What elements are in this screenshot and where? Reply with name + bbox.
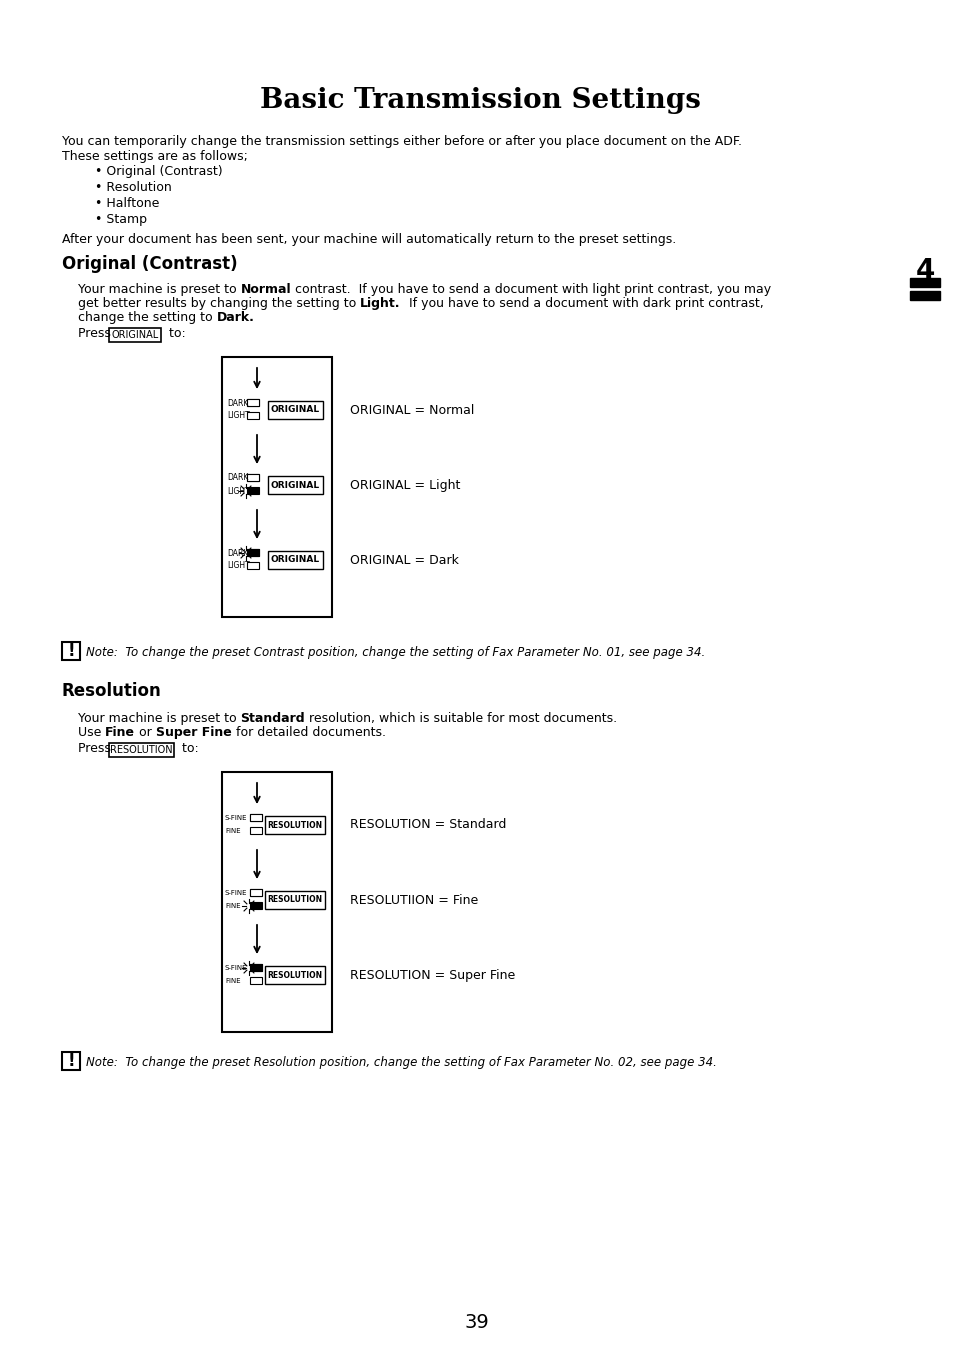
Text: S-FINE: S-FINE [225,890,247,896]
Bar [247,399,258,406]
Bar [250,902,262,909]
Text: After your document has been sent, your machine will automatically return to the: After your document has been sent, your … [62,233,676,246]
Text: RESOLUTION = Super Fine: RESOLUTION = Super Fine [350,969,515,982]
Bar [268,401,323,420]
Bar [109,328,161,343]
Text: DARK: DARK [227,549,248,557]
Bar [268,476,323,494]
Bar [222,357,332,616]
Bar [909,291,939,299]
Text: ORIGINAL = Normal: ORIGINAL = Normal [350,403,474,417]
Text: DARK: DARK [227,473,248,483]
Text: LIGHT: LIGHT [227,561,250,571]
Text: ORIGINAL = Dark: ORIGINAL = Dark [350,553,458,567]
Text: LIGHT: LIGHT [227,411,250,421]
Text: Normal: Normal [240,283,291,295]
Text: RESOLUTION: RESOLUTION [267,896,322,904]
Bar [247,563,258,569]
Text: RESOLUTIION = Fine: RESOLUTIION = Fine [350,893,477,907]
Bar [247,549,258,556]
Bar [62,642,80,660]
Text: ORIGINAL: ORIGINAL [271,556,319,564]
Text: LIGHT: LIGHT [227,487,250,495]
Bar [265,966,325,983]
Bar [250,965,262,971]
Bar [250,827,262,834]
Text: RESOLUTION: RESOLUTION [111,745,172,755]
Text: Basic Transmission Settings: Basic Transmission Settings [259,86,700,115]
Text: Fine: Fine [105,726,135,739]
Text: ORIGINAL: ORIGINAL [112,331,158,340]
Bar [250,813,262,822]
Text: ORIGINAL: ORIGINAL [271,406,319,414]
Text: resolution, which is suitable for most documents.: resolution, which is suitable for most d… [305,712,617,724]
Bar [250,813,262,822]
Text: Press: Press [78,326,114,340]
Text: for detailed documents.: for detailed documents. [232,726,385,739]
Text: Use: Use [78,726,105,739]
Text: Note:  To change the preset Contrast position, change the setting of Fax Paramet: Note: To change the preset Contrast posi… [86,646,704,660]
Text: change the setting to: change the setting to [78,312,216,324]
Text: contrast.  If you have to send a document with light print contrast, you may: contrast. If you have to send a document… [291,283,771,295]
Text: Original (Contrast): Original (Contrast) [62,255,237,272]
Text: • Halftone: • Halftone [95,197,159,210]
Text: These settings are as follows;: These settings are as follows; [62,150,248,163]
Bar [247,473,258,482]
Bar [247,399,258,406]
Text: Standard: Standard [240,712,305,724]
Bar [222,772,332,1032]
Bar [250,889,262,896]
Bar [62,1052,80,1070]
Text: to:: to: [178,742,198,755]
Text: Light.: Light. [360,297,400,310]
Text: • Stamp: • Stamp [95,213,147,227]
Text: ORIGINAL: ORIGINAL [271,480,319,490]
Text: S-FINE: S-FINE [225,965,247,971]
Text: You can temporarily change the transmission settings either before or after you : You can temporarily change the transmiss… [62,135,741,148]
Bar [247,411,258,420]
Bar [265,890,325,909]
Text: FINE: FINE [225,902,240,909]
Bar [268,550,323,569]
Text: Dark.: Dark. [216,312,254,324]
Text: RESOLUTION: RESOLUTION [267,820,322,830]
Text: 4: 4 [915,258,934,285]
Text: RESOLUTION = Standard: RESOLUTION = Standard [350,819,506,831]
Text: get better results by changing the setting to: get better results by changing the setti… [78,297,360,310]
Text: FINE: FINE [225,978,240,983]
Text: Your machine is preset to: Your machine is preset to [78,712,240,724]
Text: Press: Press [78,742,114,755]
Text: S-FINE: S-FINE [225,815,247,822]
Text: RESOLUTION: RESOLUTION [267,970,322,979]
Text: Your machine is preset to: Your machine is preset to [78,283,240,295]
Text: Super Fine: Super Fine [156,726,232,739]
Bar [265,816,325,834]
Text: to:: to: [165,326,186,340]
Bar [250,889,262,896]
Text: !: ! [67,642,74,660]
Text: FINE: FINE [225,828,240,834]
Bar [250,977,262,983]
Text: or: or [135,726,156,739]
Bar [909,278,939,287]
Text: ORIGINAL = Light: ORIGINAL = Light [350,479,460,491]
Text: DARK: DARK [227,398,248,407]
Text: Resolution: Resolution [62,683,162,700]
Bar [247,487,258,494]
Bar [250,965,262,971]
Text: Note:  To change the preset Resolution position, change the setting of Fax Param: Note: To change the preset Resolution po… [86,1056,716,1068]
Bar [247,473,258,482]
Text: • Resolution: • Resolution [95,181,172,194]
Bar [247,549,258,556]
Text: If you have to send a document with dark print contrast,: If you have to send a document with dark… [400,297,762,310]
Text: • Original (Contrast): • Original (Contrast) [95,165,222,178]
Text: !: ! [67,1052,74,1070]
Text: 39: 39 [464,1313,489,1331]
Bar [109,743,173,757]
